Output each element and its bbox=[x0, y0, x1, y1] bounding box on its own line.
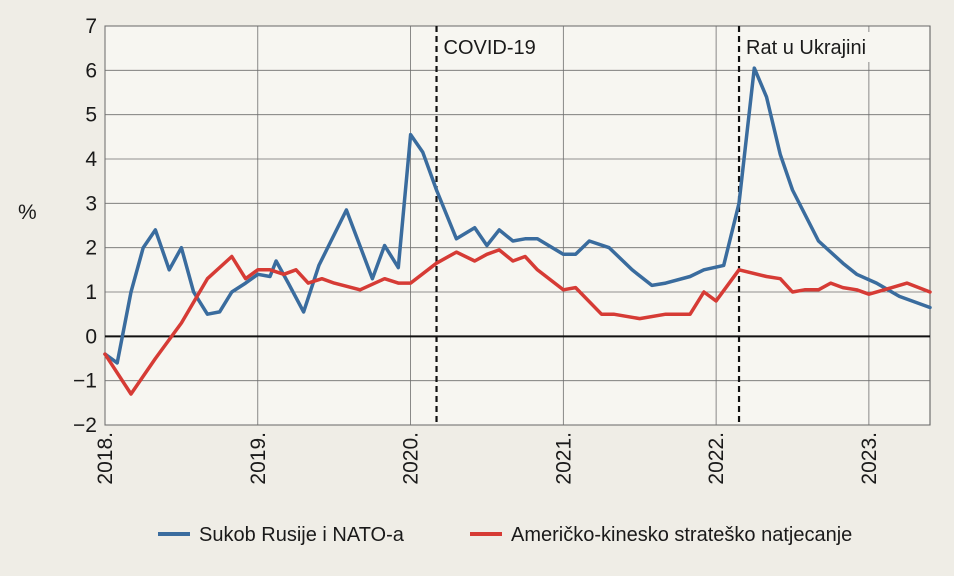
y-tick-label: 3 bbox=[85, 192, 97, 215]
x-axis: 2018. 2019. 2020. 2021. 2022. 2023. bbox=[94, 432, 881, 485]
y-tick-label: 7 bbox=[85, 15, 97, 38]
y-axis: −2 −1 0 1 2 3 4 5 6 7 bbox=[73, 15, 97, 437]
y-tick-label: 6 bbox=[85, 59, 97, 82]
y-tick-label: 2 bbox=[85, 237, 97, 260]
y-axis-label: % bbox=[18, 201, 37, 224]
annotation-label-bg bbox=[742, 32, 871, 62]
x-tick-label: 2021. bbox=[552, 432, 575, 485]
series-line bbox=[103, 66, 932, 365]
annotations: COVID-19 Rat u Ukrajini bbox=[435, 26, 871, 425]
legend-label: Sukob Rusije i NATO-a bbox=[199, 524, 405, 546]
legend-label: Američko-kinesko strateško natjecanje bbox=[511, 524, 852, 546]
y-tick-label: −2 bbox=[73, 414, 97, 437]
x-tick-label: 2018. bbox=[94, 432, 117, 485]
annotation-label-bg bbox=[439, 32, 540, 62]
y-tick-label: 1 bbox=[85, 281, 97, 304]
legend: Sukob Rusije i NATO-a Američko-kinesko st… bbox=[158, 524, 852, 546]
y-tick-label: 5 bbox=[85, 104, 97, 127]
series-line bbox=[103, 248, 932, 396]
y-tick-label: 0 bbox=[85, 325, 97, 348]
annotation-label: COVID-19 bbox=[444, 37, 536, 59]
y-tick-label: 4 bbox=[85, 148, 97, 171]
x-tick-label: 2020. bbox=[400, 432, 423, 485]
y-tick-label: −1 bbox=[73, 370, 97, 393]
x-tick-label: 2019. bbox=[247, 432, 270, 485]
annotation-label: Rat u Ukrajini bbox=[746, 37, 866, 59]
x-tick-label: 2022. bbox=[705, 432, 728, 485]
x-tick-label: 2023. bbox=[858, 432, 881, 485]
series-group bbox=[103, 66, 932, 396]
plot-area bbox=[104, 25, 931, 426]
